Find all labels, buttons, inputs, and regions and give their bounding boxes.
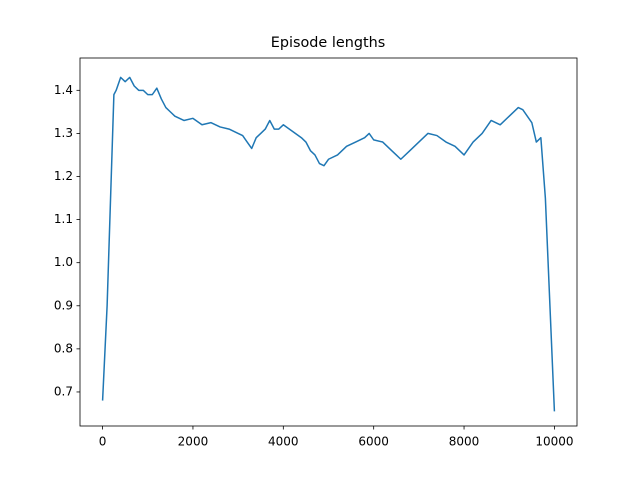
x-tick-label: 10000 xyxy=(535,435,573,449)
axes-frame xyxy=(79,57,578,427)
y-tick-label: 1.1 xyxy=(54,212,73,226)
y-tick-label: 0.9 xyxy=(54,298,73,312)
y-tick-label: 0.7 xyxy=(54,384,73,398)
y-tick-label: 1.3 xyxy=(54,126,73,140)
x-tick-label: 2000 xyxy=(178,435,209,449)
y-tick-label: 1.4 xyxy=(54,83,73,97)
x-tick-label: 4000 xyxy=(268,435,299,449)
x-tick-label: 8000 xyxy=(449,435,480,449)
x-tick-label: 6000 xyxy=(358,435,389,449)
y-tick-label: 1.2 xyxy=(54,169,73,183)
line xyxy=(101,76,556,412)
y-tick-label: 0.8 xyxy=(54,341,73,355)
y-tick-label: 1.0 xyxy=(54,255,73,269)
x-tick-label: 0 xyxy=(99,435,107,449)
chart-title: Episode lengths xyxy=(271,35,385,51)
